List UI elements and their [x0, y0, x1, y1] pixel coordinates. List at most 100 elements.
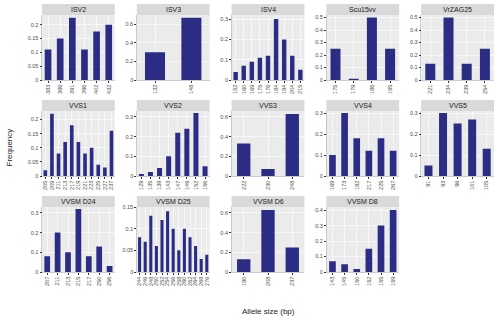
svg-text:VVSM D24: VVSM D24	[61, 198, 96, 205]
svg-text:0.6: 0.6	[126, 21, 134, 27]
svg-text:96: 96	[454, 181, 460, 187]
svg-text:159: 159	[390, 277, 396, 286]
svg-text:0: 0	[35, 77, 38, 83]
svg-text:0: 0	[225, 269, 228, 275]
svg-text:0.3: 0.3	[31, 210, 39, 216]
svg-text:0: 0	[130, 77, 133, 83]
svg-text:VVSM D25: VVSM D25	[156, 198, 191, 205]
svg-text:0: 0	[35, 173, 38, 179]
svg-text:ISV2: ISV2	[71, 6, 86, 13]
svg-text:386: 386	[57, 85, 63, 94]
svg-text:152: 152	[232, 85, 238, 94]
svg-text:0: 0	[320, 77, 323, 83]
svg-text:211: 211	[54, 277, 60, 286]
svg-text:VVS2: VVS2	[164, 102, 182, 109]
svg-text:0.5: 0.5	[315, 14, 323, 20]
svg-text:0.3: 0.3	[126, 114, 134, 120]
svg-text:152: 152	[193, 181, 199, 190]
svg-text:VVSM D8: VVSM D8	[347, 198, 378, 205]
svg-text:215: 215	[297, 85, 303, 94]
svg-text:0.4: 0.4	[126, 40, 134, 46]
svg-text:190: 190	[241, 277, 247, 286]
svg-text:204: 204	[289, 85, 295, 94]
svg-text:0.1: 0.1	[31, 49, 39, 55]
svg-text:205: 205	[42, 181, 48, 190]
svg-text:132: 132	[152, 85, 158, 94]
svg-text:239: 239	[463, 85, 469, 94]
svg-text:179: 179	[350, 85, 356, 94]
svg-text:0.15: 0.15	[28, 35, 39, 41]
svg-text:0.2: 0.2	[31, 22, 39, 28]
svg-text:0: 0	[320, 269, 323, 275]
svg-text:237: 237	[289, 277, 295, 286]
svg-text:396: 396	[81, 85, 87, 94]
svg-text:0.3: 0.3	[410, 110, 418, 116]
svg-text:ISV4: ISV4	[261, 6, 276, 13]
svg-text:Scu15vv: Scu15vv	[349, 6, 376, 13]
svg-text:244: 244	[136, 277, 142, 286]
svg-text:105: 105	[484, 181, 490, 190]
svg-text:155: 155	[378, 277, 384, 286]
svg-text:0.2: 0.2	[31, 116, 39, 122]
svg-text:0.05: 0.05	[122, 247, 133, 253]
svg-text:VrZAG25: VrZAG25	[443, 6, 472, 13]
svg-text:0.2: 0.2	[315, 238, 323, 244]
svg-text:213: 213	[62, 181, 68, 190]
svg-text:256: 256	[106, 277, 112, 286]
svg-text:0: 0	[415, 173, 418, 179]
svg-text:150: 150	[354, 277, 360, 286]
svg-text:194: 194	[281, 85, 287, 94]
svg-text:223: 223	[88, 181, 94, 190]
svg-text:227: 227	[102, 181, 108, 190]
svg-text:207: 207	[44, 277, 50, 286]
svg-text:0.05: 0.05	[28, 63, 39, 69]
svg-text:0: 0	[130, 269, 133, 275]
svg-text:0.15: 0.15	[122, 204, 133, 210]
svg-text:219: 219	[75, 181, 81, 190]
svg-text:0.1: 0.1	[315, 253, 323, 259]
svg-text:173: 173	[341, 181, 347, 190]
svg-text:276: 276	[204, 277, 210, 286]
svg-text:215: 215	[75, 277, 81, 286]
svg-text:432: 432	[106, 85, 112, 94]
svg-text:0: 0	[225, 77, 228, 83]
svg-text:0.2: 0.2	[220, 249, 228, 255]
svg-text:101: 101	[469, 181, 475, 190]
svg-text:256: 256	[170, 277, 176, 286]
svg-text:156: 156	[202, 181, 208, 190]
svg-text:148: 148	[188, 85, 194, 94]
svg-text:143: 143	[329, 277, 335, 286]
svg-text:VVSM D6: VVSM D6	[253, 198, 284, 205]
svg-text:0: 0	[225, 173, 228, 179]
svg-text:0.1: 0.1	[126, 226, 134, 232]
svg-text:0.1: 0.1	[31, 145, 39, 151]
svg-text:VVS1: VVS1	[69, 102, 87, 109]
svg-text:0.2: 0.2	[410, 131, 418, 137]
svg-text:0.2: 0.2	[220, 36, 228, 42]
svg-text:0.1: 0.1	[315, 64, 323, 70]
svg-text:135: 135	[147, 181, 153, 190]
svg-text:0: 0	[415, 77, 418, 83]
svg-text:221: 221	[427, 85, 433, 94]
svg-text:402: 402	[93, 85, 99, 94]
svg-text:258: 258	[176, 277, 182, 286]
svg-text:209: 209	[49, 181, 55, 190]
svg-text:VVS3: VVS3	[259, 102, 277, 109]
svg-text:176: 176	[265, 85, 271, 94]
svg-text:143: 143	[165, 181, 171, 190]
svg-text:230: 230	[265, 181, 271, 190]
svg-text:267: 267	[390, 181, 396, 190]
svg-text:262: 262	[187, 277, 193, 286]
svg-text:160: 160	[241, 85, 247, 94]
svg-text:0.4: 0.4	[315, 207, 323, 213]
svg-text:0.4: 0.4	[220, 230, 228, 236]
svg-text:248: 248	[289, 181, 295, 190]
svg-text:169: 169	[249, 85, 255, 94]
svg-text:225: 225	[95, 181, 101, 190]
svg-text:0.2: 0.2	[31, 230, 39, 236]
svg-text:211: 211	[55, 181, 61, 190]
svg-text:250: 250	[153, 277, 159, 286]
svg-text:217: 217	[86, 277, 92, 286]
svg-text:391: 391	[69, 85, 75, 94]
svg-text:VVS4: VVS4	[354, 102, 372, 109]
